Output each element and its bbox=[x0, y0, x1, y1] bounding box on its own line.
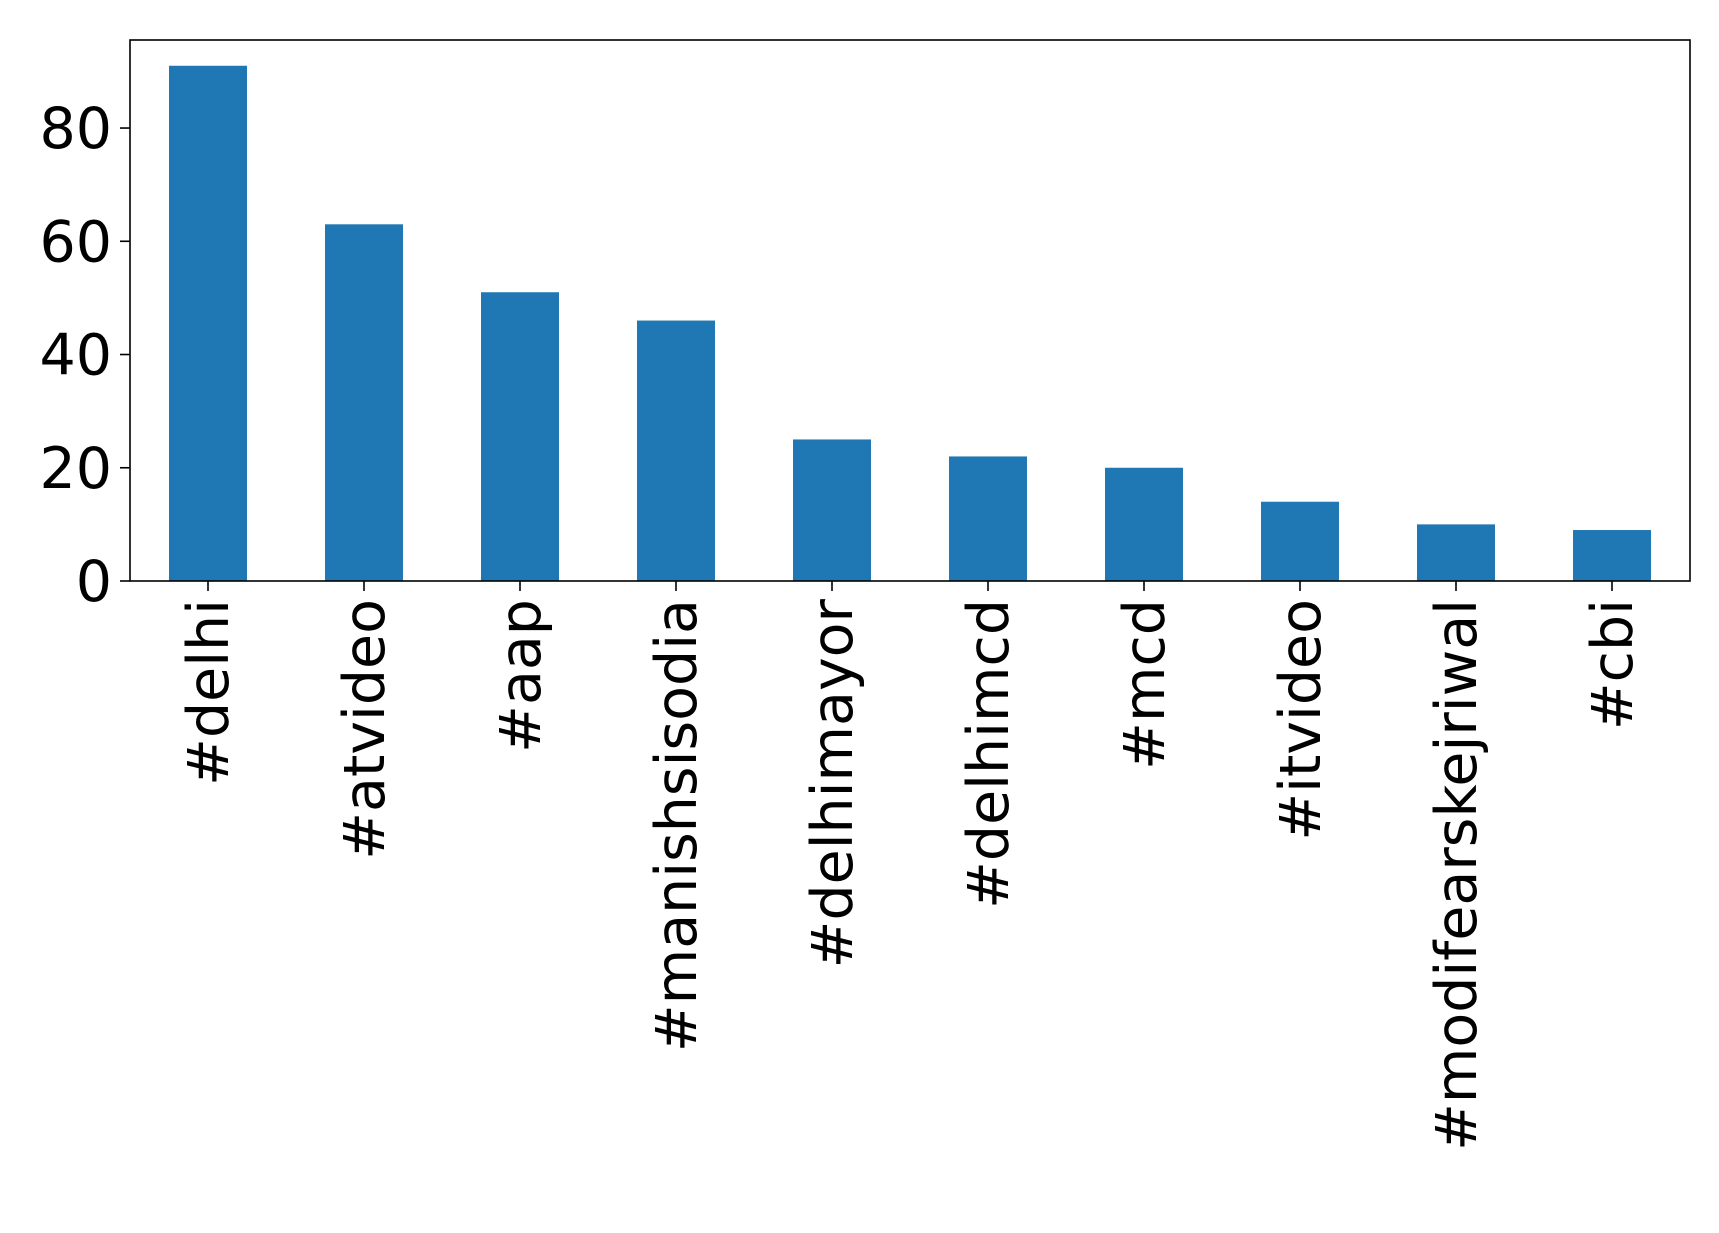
y-tick-label: 40 bbox=[39, 323, 112, 389]
x-tick-label: #mcd bbox=[1112, 599, 1178, 770]
bar-cbi bbox=[1573, 530, 1651, 581]
bar-delhi bbox=[169, 65, 247, 581]
x-tick-label: #cbi bbox=[1580, 599, 1646, 730]
bar-aap bbox=[481, 292, 559, 581]
bar-itvideo bbox=[1261, 501, 1339, 581]
y-tick-label: 20 bbox=[39, 436, 112, 502]
x-tick-label: #delhimayor bbox=[800, 598, 866, 968]
y-axis-ticks: 0 20 40 60 80 bbox=[39, 96, 130, 615]
y-tick-label: 80 bbox=[39, 96, 112, 162]
bar-atvideo bbox=[325, 224, 403, 582]
x-axis-ticks: #delhi #atvideo #aap #manishsisodia #delhima… bbox=[176, 581, 1646, 1151]
x-tick-label: #delhimcd bbox=[956, 599, 1022, 909]
x-tick-label: #atvideo bbox=[332, 599, 398, 860]
bars-group bbox=[169, 65, 1651, 582]
bar-manishsisodia bbox=[637, 320, 715, 581]
x-tick-label: #delhi bbox=[176, 599, 242, 786]
bar-mcd bbox=[1105, 467, 1183, 581]
bar-delhimcd bbox=[949, 456, 1027, 581]
bar-delhimayor bbox=[793, 439, 871, 581]
x-tick-label: #aap bbox=[488, 599, 554, 753]
y-tick-label: 60 bbox=[39, 209, 112, 275]
x-tick-label: #modifearskejriwal bbox=[1424, 599, 1490, 1151]
x-tick-label: #manishsisodia bbox=[644, 599, 710, 1052]
x-tick-label: #itvideo bbox=[1268, 599, 1334, 841]
y-tick-label: 0 bbox=[76, 549, 112, 615]
plot-frame bbox=[129, 39, 1691, 582]
bar-modifearskejriwal bbox=[1417, 524, 1495, 581]
